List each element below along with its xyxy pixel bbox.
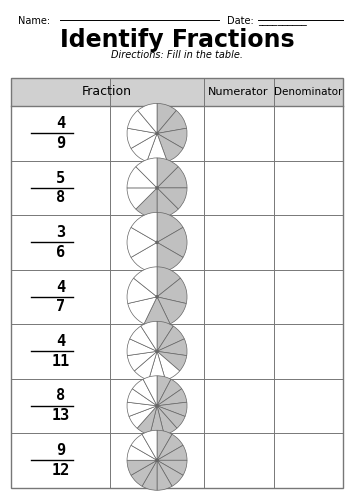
Wedge shape [157,406,185,428]
Text: Name:: Name: [18,16,50,26]
Text: Denominator: Denominator [274,87,343,97]
Bar [11,78,343,488]
Wedge shape [127,402,157,416]
Wedge shape [127,352,157,371]
Wedge shape [149,352,165,382]
Wedge shape [131,212,157,242]
Circle shape [155,458,159,462]
Wedge shape [130,326,157,351]
Wedge shape [137,406,157,435]
Wedge shape [127,166,157,188]
Text: 9: 9 [56,443,65,458]
Wedge shape [157,326,184,351]
Text: 8: 8 [56,190,65,205]
Text: Date:: Date: [227,16,253,26]
Wedge shape [157,134,183,162]
Wedge shape [157,430,172,460]
Wedge shape [150,406,164,436]
Wedge shape [131,434,157,460]
Circle shape [155,132,159,135]
Wedge shape [127,128,157,148]
Wedge shape [157,460,172,490]
Circle shape [155,240,159,244]
Wedge shape [157,188,178,218]
Wedge shape [157,278,187,303]
Wedge shape [128,297,157,324]
Text: 8: 8 [56,388,65,404]
Wedge shape [133,267,157,297]
Circle shape [155,186,159,190]
Wedge shape [157,242,183,272]
Wedge shape [127,460,157,475]
Wedge shape [129,406,157,428]
Text: 4: 4 [56,334,65,349]
Text: 6: 6 [56,244,65,260]
Circle shape [155,350,159,353]
Wedge shape [157,446,187,460]
Bar [11,78,343,106]
Wedge shape [127,339,157,355]
Wedge shape [157,460,183,486]
Wedge shape [127,389,157,406]
Wedge shape [157,110,187,134]
Wedge shape [127,278,157,303]
Text: 11: 11 [51,354,70,368]
Wedge shape [157,128,187,148]
Circle shape [155,295,159,298]
Wedge shape [157,212,183,242]
Wedge shape [157,402,187,416]
Text: 7: 7 [56,299,65,314]
Wedge shape [157,339,187,355]
Wedge shape [141,322,157,352]
Wedge shape [157,352,180,380]
Wedge shape [157,352,187,371]
Wedge shape [157,188,187,209]
Text: 9: 9 [56,136,65,150]
Text: 3: 3 [56,225,65,240]
Wedge shape [127,446,157,460]
Wedge shape [157,406,177,435]
Wedge shape [127,188,157,209]
Wedge shape [127,228,157,258]
Wedge shape [131,242,157,272]
Text: 4: 4 [56,280,65,294]
Wedge shape [135,352,157,380]
Wedge shape [157,297,186,324]
Text: 5: 5 [56,170,65,186]
Text: Fraction: Fraction [82,86,132,98]
Text: 13: 13 [51,408,70,423]
Wedge shape [157,460,187,475]
Text: 4: 4 [56,116,65,131]
Wedge shape [157,322,173,352]
Wedge shape [142,460,157,490]
Text: 12: 12 [51,462,70,477]
Wedge shape [136,158,157,188]
Wedge shape [157,228,187,258]
Wedge shape [157,389,187,406]
Wedge shape [157,376,171,406]
Text: __________: __________ [258,16,307,26]
Wedge shape [143,376,157,406]
Wedge shape [131,460,157,486]
Wedge shape [157,379,182,406]
Wedge shape [157,434,183,460]
Wedge shape [157,267,181,297]
Wedge shape [136,188,157,218]
Circle shape [155,404,159,407]
Wedge shape [132,379,157,406]
Wedge shape [157,158,178,188]
Wedge shape [142,430,157,460]
Wedge shape [144,297,170,327]
Wedge shape [157,166,187,188]
Wedge shape [157,104,176,134]
Text: Numerator: Numerator [208,87,269,97]
Wedge shape [127,110,157,134]
Text: Identify Fractions: Identify Fractions [60,28,294,52]
Text: Directions: Fill in the table.: Directions: Fill in the table. [111,50,243,60]
Wedge shape [131,134,157,162]
Wedge shape [138,104,157,134]
Wedge shape [147,134,167,164]
